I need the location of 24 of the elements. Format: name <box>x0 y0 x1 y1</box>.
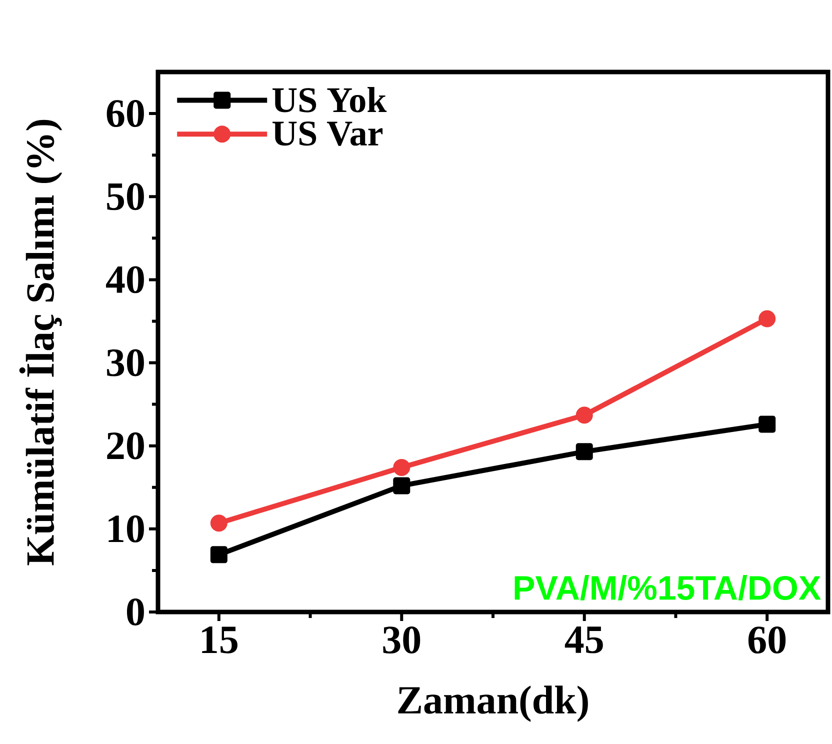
point <box>393 458 410 476</box>
y-tick-label: 30 <box>106 349 144 376</box>
y-tick-label: 20 <box>107 432 144 460</box>
y-tick-label: 10 <box>108 515 144 542</box>
y-axis-title: Kümülatif İlaç Salımı (%) <box>19 120 62 566</box>
point <box>393 477 410 494</box>
point <box>576 406 593 424</box>
point <box>210 546 228 564</box>
y-tick-label: 60 <box>106 100 144 128</box>
y-tick-label: 0 <box>126 598 144 626</box>
legend-label: US Var <box>272 121 383 146</box>
x-tick-label: 15 <box>202 626 238 654</box>
x-axis-title: Zaman(dk) <box>398 686 588 722</box>
point <box>758 416 776 433</box>
x-tick-label: 45 <box>564 626 603 654</box>
x-tick-label: 30 <box>383 626 420 654</box>
point <box>210 514 228 532</box>
legend-label: US Yok <box>272 87 387 112</box>
y-tick-label: 40 <box>106 266 144 294</box>
y-tick-label: 50 <box>107 183 144 210</box>
x-tick-label: 60 <box>748 626 786 654</box>
point <box>576 443 593 460</box>
point <box>758 310 776 328</box>
annotation: PVA/M/%15TA/DOX <box>514 575 821 600</box>
